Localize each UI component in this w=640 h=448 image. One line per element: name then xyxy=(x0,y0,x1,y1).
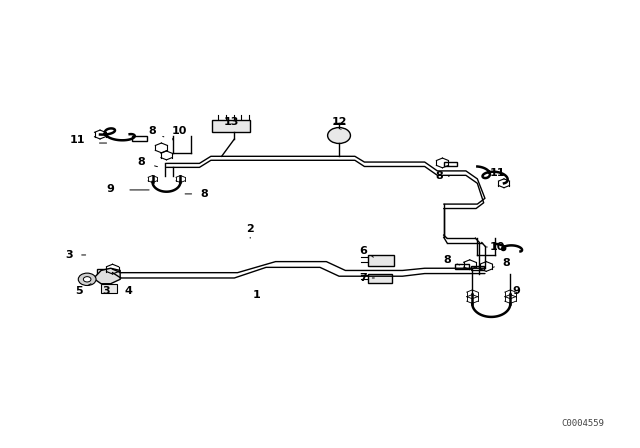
Text: 13: 13 xyxy=(223,117,239,127)
Text: 11: 11 xyxy=(70,135,85,145)
Bar xyxy=(132,136,147,141)
Bar xyxy=(101,284,117,293)
Text: 3: 3 xyxy=(102,286,110,296)
Polygon shape xyxy=(95,268,120,284)
Text: 10: 10 xyxy=(172,126,187,136)
Bar xyxy=(471,266,484,271)
Text: 9: 9 xyxy=(513,286,520,296)
Text: 9: 9 xyxy=(107,184,115,194)
Text: 5: 5 xyxy=(75,286,83,296)
Circle shape xyxy=(83,277,91,282)
Text: 8: 8 xyxy=(148,126,156,136)
Text: 8: 8 xyxy=(502,258,510,268)
Text: 1: 1 xyxy=(253,290,260,300)
Text: 3: 3 xyxy=(65,250,73,260)
Bar xyxy=(367,274,392,283)
Text: 12: 12 xyxy=(332,117,347,127)
Text: 8: 8 xyxy=(201,189,209,199)
Circle shape xyxy=(78,273,96,285)
Bar xyxy=(455,264,469,269)
Text: 8: 8 xyxy=(435,171,443,181)
Bar xyxy=(212,120,250,133)
Text: 7: 7 xyxy=(359,273,367,283)
Text: 2: 2 xyxy=(246,224,254,234)
Bar xyxy=(368,255,394,266)
Text: 8: 8 xyxy=(443,255,451,265)
Text: 4: 4 xyxy=(124,286,132,296)
Circle shape xyxy=(328,128,351,143)
Text: 11: 11 xyxy=(490,168,506,178)
Text: 6: 6 xyxy=(359,246,367,256)
Text: C0004559: C0004559 xyxy=(562,419,605,428)
Bar xyxy=(97,269,112,274)
Text: 8: 8 xyxy=(137,157,145,167)
Text: 10: 10 xyxy=(490,242,506,252)
Bar xyxy=(444,162,457,167)
